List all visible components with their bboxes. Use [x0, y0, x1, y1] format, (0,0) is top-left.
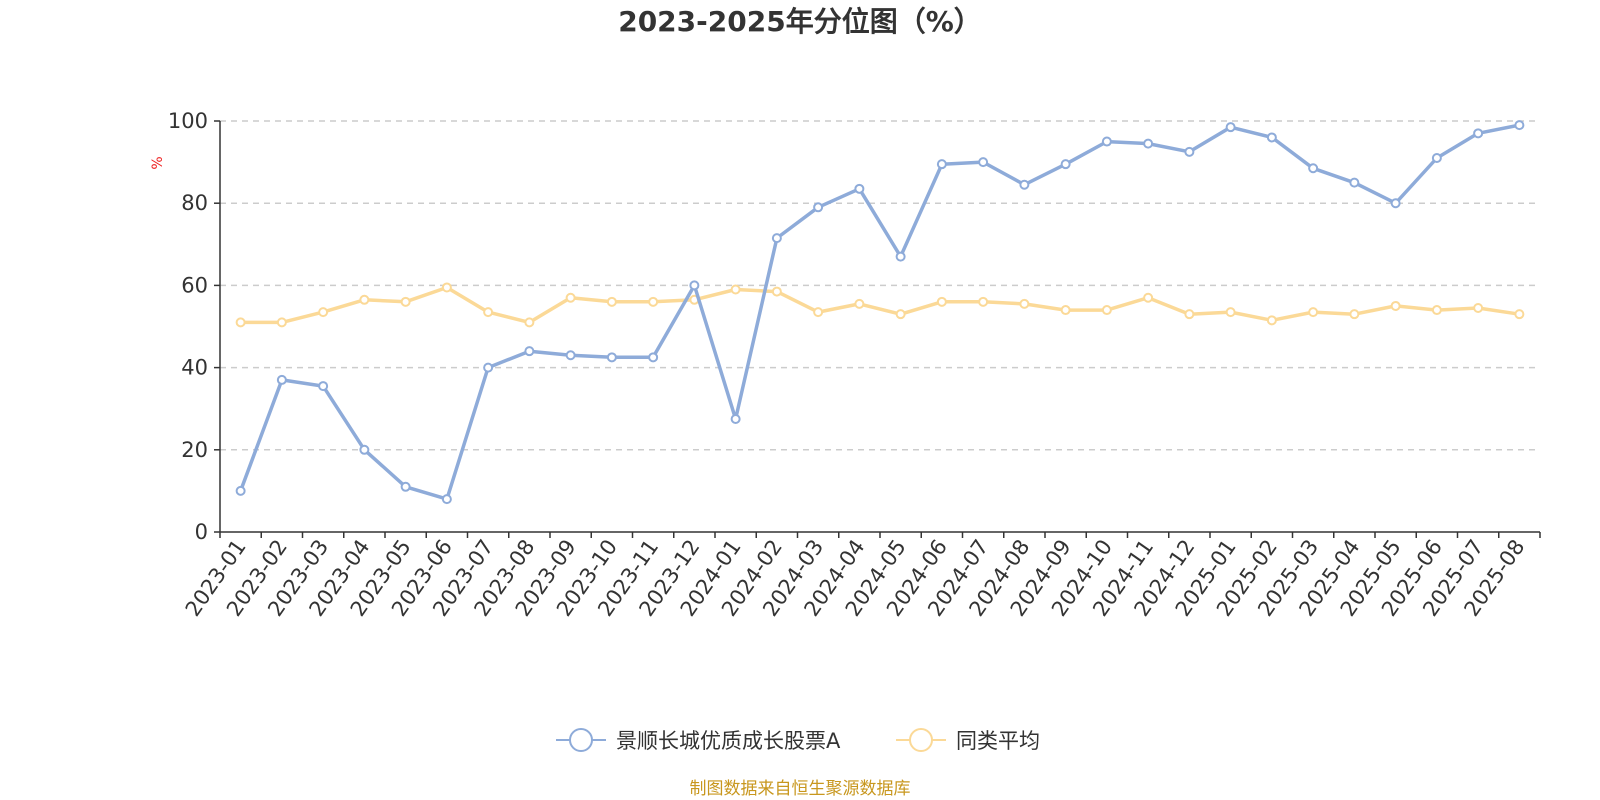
data-point	[1431, 152, 1442, 163]
series-0	[235, 120, 1525, 505]
legend[interactable]: 景顺长城优质成长股票A 同类平均	[556, 728, 1040, 753]
series-1	[235, 282, 1525, 328]
data-point	[1060, 159, 1071, 170]
data-point	[1514, 309, 1525, 320]
data-point	[1390, 198, 1401, 209]
series-line	[238, 123, 1522, 501]
data-point	[359, 444, 370, 455]
data-point	[1019, 298, 1030, 309]
data-point	[1184, 309, 1195, 320]
y-tick-label: 0	[195, 520, 208, 544]
data-point	[1473, 128, 1484, 139]
data-point	[1390, 300, 1401, 311]
data-point	[978, 296, 989, 307]
data-point	[1473, 303, 1484, 314]
data-point	[318, 307, 329, 318]
data-point	[854, 298, 865, 309]
series-layer	[235, 120, 1525, 505]
data-point	[1514, 120, 1525, 131]
legend-marker	[569, 728, 593, 752]
series-line	[238, 285, 1522, 325]
data-point	[400, 481, 411, 492]
data-point	[813, 307, 824, 318]
axes: 020406080100%2023-012023-022023-032023-0…	[150, 109, 1541, 621]
y-tick-label: 20	[181, 438, 208, 462]
data-point	[730, 413, 741, 424]
data-point	[359, 294, 370, 305]
data-point	[854, 183, 865, 194]
data-point	[1308, 163, 1319, 174]
y-tick-label: 60	[181, 273, 208, 297]
data-point	[524, 346, 535, 357]
data-point	[689, 280, 700, 291]
data-point	[318, 381, 329, 392]
data-point	[1101, 136, 1112, 147]
y-tick-label: 40	[181, 356, 208, 380]
data-point	[1225, 122, 1236, 133]
legend-label: 同类平均	[956, 729, 1040, 753]
data-point	[1143, 292, 1154, 303]
data-point	[771, 286, 782, 297]
data-point	[936, 296, 947, 307]
data-point	[235, 485, 246, 496]
data-point	[895, 251, 906, 262]
gridlines	[220, 120, 1540, 451]
data-point	[1266, 315, 1277, 326]
chart-title: 2023-2025年分位图（%）	[618, 5, 982, 38]
data-point	[1225, 307, 1236, 318]
legend-item-1[interactable]: 同类平均	[896, 728, 1040, 753]
data-point	[606, 296, 617, 307]
legend-marker	[909, 728, 933, 752]
data-point	[400, 296, 411, 307]
data-point	[1266, 132, 1277, 143]
data-point	[441, 282, 452, 293]
data-point	[483, 362, 494, 373]
data-point	[895, 309, 906, 320]
data-point	[978, 157, 989, 168]
data-point	[235, 317, 246, 328]
data-point	[1143, 138, 1154, 149]
data-point	[606, 352, 617, 363]
data-point	[483, 307, 494, 318]
legend-item-0[interactable]: 景顺长城优质成长股票A	[556, 728, 841, 753]
data-point	[648, 352, 659, 363]
data-point	[276, 317, 287, 328]
data-point	[771, 233, 782, 244]
legend-label: 景顺长城优质成长股票A	[616, 729, 841, 753]
data-point	[441, 494, 452, 505]
data-point	[936, 159, 947, 170]
y-tick-label: 80	[181, 191, 208, 215]
source-note: 制图数据来自恒生聚源数据库	[689, 779, 911, 799]
data-point	[1019, 179, 1030, 190]
data-point	[1308, 307, 1319, 318]
data-point	[1431, 305, 1442, 316]
data-point	[565, 350, 576, 361]
data-point	[1349, 309, 1360, 320]
y-axis-unit: %	[150, 156, 166, 169]
data-point	[1184, 146, 1195, 157]
data-point	[648, 296, 659, 307]
data-point	[730, 284, 741, 295]
data-point	[1060, 305, 1071, 316]
data-point	[276, 374, 287, 385]
data-point	[1349, 177, 1360, 188]
y-tick-label: 100	[168, 109, 208, 133]
data-point	[1101, 305, 1112, 316]
data-point	[524, 317, 535, 328]
data-point	[813, 202, 824, 213]
data-point	[565, 292, 576, 303]
